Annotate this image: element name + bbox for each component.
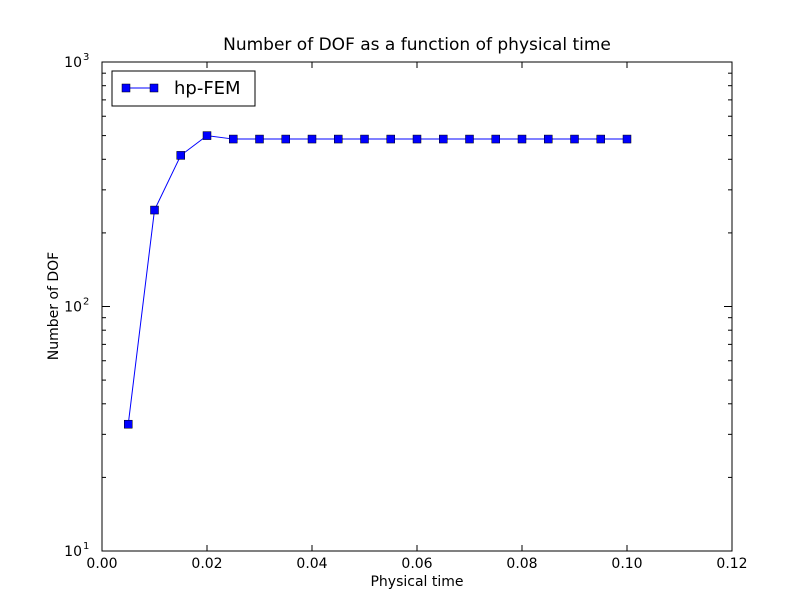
y-tick-exponent: 1 <box>83 541 89 552</box>
x-tick-label: 0.12 <box>716 556 747 572</box>
x-tick-label: 0.00 <box>86 556 117 572</box>
x-tick-label: 0.10 <box>611 556 642 572</box>
y-tick-label: 10 <box>64 55 82 71</box>
y-tick-base: 10 <box>64 544 82 560</box>
data-point-marker <box>281 134 290 144</box>
x-axis-label: Physical time <box>370 574 463 590</box>
x-tick-label: 0.06 <box>401 556 432 572</box>
legend-marker-right <box>149 83 159 93</box>
data-point-marker <box>491 134 500 144</box>
data-point-marker <box>124 419 133 429</box>
data-point-marker <box>229 134 238 144</box>
data-point-marker <box>176 151 185 160</box>
x-tick-label: 0.08 <box>506 556 537 572</box>
data-point-marker <box>202 131 212 140</box>
y-tick-label: 10 <box>64 300 82 316</box>
data-point-marker <box>439 134 448 144</box>
data-point-marker <box>360 134 369 144</box>
x-tick-label: 0.04 <box>296 556 327 572</box>
legend: hp-FEM <box>111 70 256 107</box>
y-tick-exponent: 3 <box>83 52 89 63</box>
data-point-marker <box>517 134 527 144</box>
data-point-marker <box>596 134 605 144</box>
chart-title: Number of DOF as a function of physical … <box>223 35 611 55</box>
series-layer <box>124 131 632 429</box>
data-point-marker <box>570 134 579 144</box>
data-point-marker <box>544 134 553 144</box>
data-point-marker <box>150 205 159 215</box>
y-tick-base: 10 <box>64 55 82 71</box>
data-point-marker <box>412 134 422 144</box>
data-point-marker <box>334 134 343 144</box>
x-tick-label: 0.02 <box>191 556 222 572</box>
y-tick-label: 10 <box>64 544 82 560</box>
legend-label: hp-FEM <box>174 78 241 99</box>
series-line <box>127 135 627 425</box>
y-axis-label: Number of DOF <box>46 252 62 361</box>
y-tick-base: 10 <box>64 300 82 316</box>
data-point-marker <box>307 134 317 144</box>
data-point-marker <box>386 134 395 144</box>
data-point-marker <box>465 134 474 144</box>
legend-marker-left <box>121 83 131 93</box>
data-point-marker <box>622 134 632 144</box>
data-point-marker <box>255 134 264 144</box>
y-tick-exponent: 2 <box>83 297 89 308</box>
plot-area-frame <box>101 61 733 552</box>
